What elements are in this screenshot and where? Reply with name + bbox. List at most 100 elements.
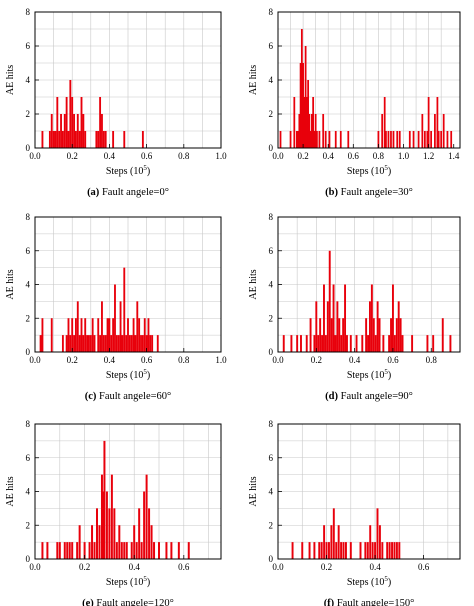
bar [299, 63, 302, 148]
bar [58, 131, 61, 148]
bar [386, 542, 389, 559]
bar [52, 131, 55, 148]
panel-caption: (d) Fault angele=90° [325, 391, 413, 402]
bar [74, 318, 77, 352]
bar [391, 284, 394, 352]
bar [304, 46, 307, 148]
x-tick-label: 0.0 [29, 355, 41, 365]
bar [437, 131, 440, 148]
bar [346, 335, 348, 352]
bar [143, 318, 146, 352]
bar [388, 542, 391, 559]
y-tick-label: 6 [26, 41, 31, 51]
bar [80, 97, 83, 148]
bar [332, 284, 335, 352]
bar [372, 318, 375, 352]
y-tick-label: 0 [26, 143, 31, 153]
bar [442, 114, 445, 148]
bar [340, 542, 343, 559]
bar [322, 114, 325, 148]
bar [67, 131, 70, 148]
y-axis-label: AE hits [5, 269, 16, 299]
y-tick-label: 2 [269, 109, 274, 119]
bar [395, 318, 398, 352]
bar [347, 131, 350, 148]
bar [302, 63, 304, 148]
bar [324, 131, 327, 148]
bar [187, 542, 190, 559]
bar [63, 114, 66, 148]
bar [69, 335, 72, 352]
panel-caption-text: Fault angele=90° [338, 391, 413, 402]
bar [308, 542, 311, 559]
bar [378, 525, 381, 559]
y-tick-label: 4 [269, 487, 274, 497]
bar [338, 318, 341, 352]
bar [289, 131, 292, 148]
x-tick-label: 0.4 [129, 562, 141, 572]
bar [374, 542, 377, 559]
bar [305, 97, 308, 148]
bar [65, 335, 68, 352]
y-tick-label: 6 [26, 453, 31, 463]
bar [61, 335, 64, 352]
x-axis-label-exponent: 5 [143, 368, 147, 376]
bar [313, 335, 316, 352]
bar [88, 542, 91, 559]
bar [374, 335, 377, 352]
x-tick-label: 0.0 [272, 562, 284, 572]
bar [376, 508, 379, 559]
x-tick-label: 0.4 [104, 355, 116, 365]
x-tick-label: 0.4 [349, 355, 361, 365]
bar [41, 542, 44, 559]
bar [408, 131, 411, 148]
bar [125, 335, 128, 352]
x-tick-label: 0.6 [178, 562, 190, 572]
bar [279, 131, 282, 148]
x-tick-label: 0.2 [297, 151, 308, 161]
x-axis-label-text: Steps (10 [106, 577, 144, 588]
bar [312, 97, 315, 148]
y-axis-label: AE hits [248, 269, 259, 299]
bar [397, 301, 400, 352]
y-tick-label: 0 [269, 347, 274, 357]
x-tick-label: 0.2 [79, 562, 90, 572]
bar [298, 114, 301, 148]
bar [381, 542, 384, 559]
bar [48, 131, 51, 148]
panel-caption-text: Fault angele=30° [338, 187, 413, 198]
x-axis-label-text: Steps (10 [106, 370, 144, 381]
chart-panel: 0.0 0.2 0.4 0.6 0 2 4 6 8 AE hits Steps (105) (f) F… [248, 419, 461, 606]
bar [120, 542, 123, 559]
bar [282, 335, 285, 352]
bar [82, 335, 85, 352]
bar [54, 131, 57, 148]
bar [156, 335, 159, 352]
x-axis-label: Steps (105) [106, 164, 150, 177]
bar [60, 114, 62, 148]
bar [450, 131, 453, 148]
bar [441, 318, 444, 352]
bar [436, 97, 439, 148]
x-tick-label: 0.2 [67, 151, 78, 161]
bar [393, 335, 396, 352]
x-tick-label: 0.6 [387, 355, 399, 365]
y-tick-label: 8 [26, 7, 31, 17]
bar [385, 131, 387, 148]
bar [334, 131, 337, 148]
y-tick-label: 6 [26, 246, 31, 256]
y-tick-label: 6 [269, 453, 274, 463]
panel-caption: (b) Fault angele=30° [325, 187, 413, 198]
y-tick-label: 8 [269, 7, 274, 17]
panel-caption-letter: (b) [325, 187, 338, 198]
bar [426, 131, 429, 148]
bar [315, 301, 318, 352]
bar [314, 114, 317, 148]
bar [303, 97, 306, 148]
y-axis-label: AE hits [5, 65, 16, 95]
bar [342, 542, 345, 559]
bar [335, 542, 338, 559]
bar [318, 131, 321, 148]
bar [97, 318, 100, 352]
bar [50, 114, 53, 148]
